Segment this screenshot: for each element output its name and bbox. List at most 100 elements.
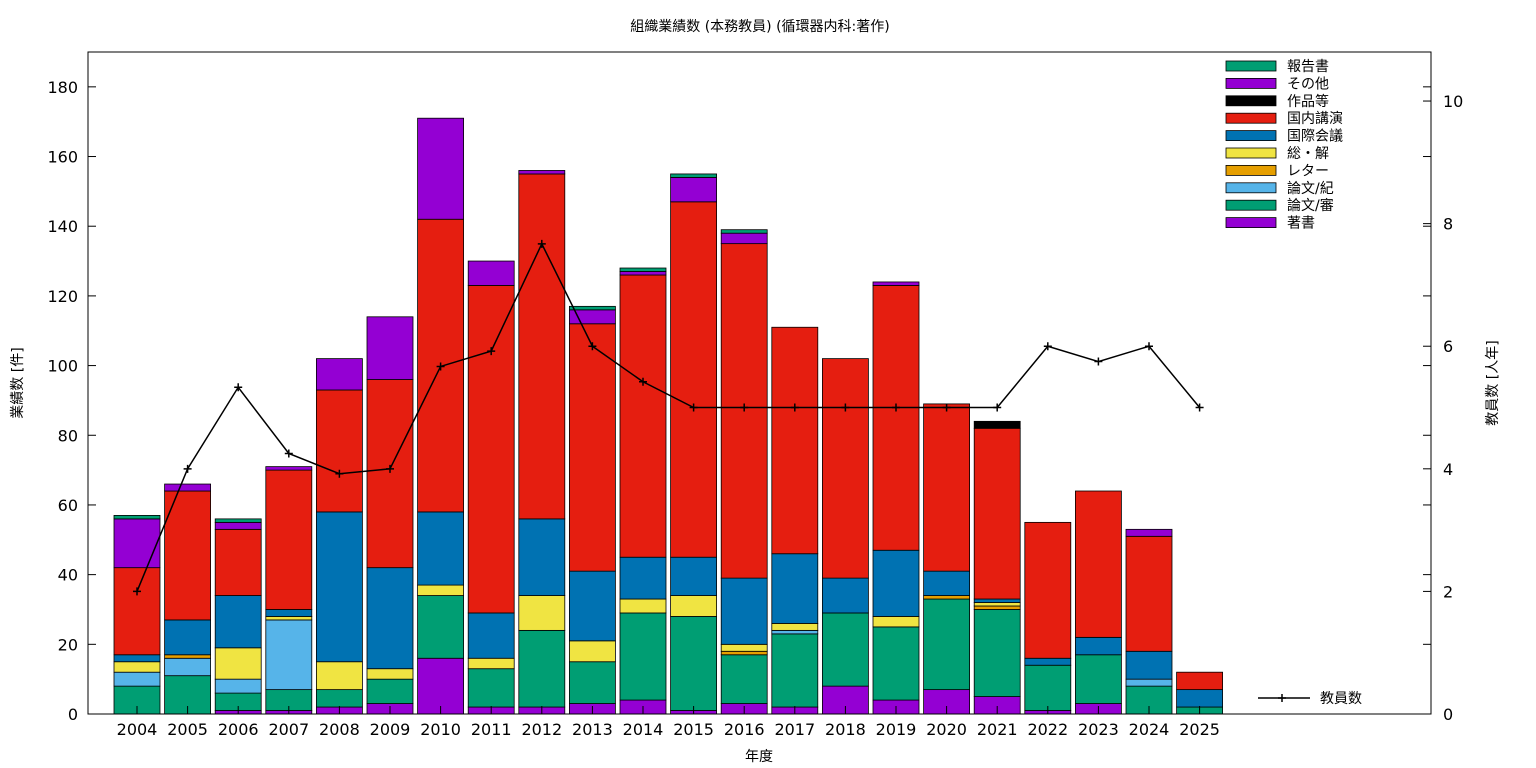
bar-segment-2007-s8 [265,466,313,471]
line-point-2013 [588,342,597,351]
bar-segment-2013-s5 [569,570,616,642]
bar-segment-2010-s8 [417,117,465,220]
y-tick-label-160: 160 [47,148,78,167]
bar-segment-2010-s4 [417,584,465,596]
y2-tick-label-10: 10 [1443,92,1463,111]
bar-segment-2021-s4 [973,602,1021,607]
bar-segment-2020-s1 [923,598,970,691]
bar-segment-2004-s9 [113,515,161,520]
bar-segment-2008-s1 [315,689,363,708]
x-tick-label-2020: 2020 [926,720,967,739]
y-tick-label-80: 80 [58,426,78,445]
bar-segment-2020-s3 [923,595,970,600]
line-point-2018 [841,403,850,412]
bar-segment-2014-s5 [619,556,667,600]
line-point-2008 [335,469,344,478]
bar-segment-2015-s1 [670,616,717,711]
plot-marks [113,117,1223,715]
bar-segment-2015-s4 [670,595,717,617]
bar-segment-2011-s4 [467,657,515,670]
bar-segment-2017-s4 [771,623,819,631]
bar-segment-2014-s8 [619,271,667,276]
y2-axis-label: 教員数 [人年] [1485,340,1501,425]
legend-swatch-0 [1225,60,1277,72]
bar-segment-2019-s5 [872,549,920,617]
x-tick-label-2012: 2012 [521,720,562,739]
legend-swatch-5 [1225,147,1277,159]
legend-label-9: 著書 [1287,216,1315,232]
bar-segment-2015-s9 [670,173,717,178]
legend-swatch-7 [1225,182,1277,194]
y-tick-label-20: 20 [58,635,78,654]
y-tick-label-60: 60 [58,496,78,515]
bar-segment-2017-s5 [771,553,819,624]
bar-segment-2014-s9 [619,267,667,272]
bar-segment-2014-s6 [619,274,667,558]
line-point-2025 [1195,403,1204,412]
bar-segment-2023-s1 [1075,654,1122,704]
bar-segment-2021-s1 [973,609,1021,697]
bar-segment-2014-s1 [619,612,667,701]
y-tick-label-140: 140 [47,217,78,236]
bar-segment-2016-s1 [720,654,768,704]
bar-segment-2013-s4 [569,640,616,663]
bar-segment-2010-s5 [417,511,465,586]
legend-swatch-8 [1225,199,1277,211]
bar-segment-2009-s8 [366,316,414,380]
y2-tick-label-6: 6 [1443,337,1453,356]
bar-segment-2007-s5 [265,609,313,617]
bar-segment-2015-s6 [670,201,717,558]
x-tick-label-2018: 2018 [825,720,866,739]
x-tick-label-2010: 2010 [420,720,461,739]
x-tick-label-2009: 2009 [370,720,411,739]
bar-segment-2013-s9 [569,305,616,311]
bar-segment-2013-s8 [569,309,616,325]
legend-swatch-6 [1225,164,1277,176]
line-legend-marker [1278,694,1286,702]
line-point-2010 [436,362,445,371]
legend-label-8: 論文/審 [1287,198,1334,214]
legend-label-2: 作品等 [1287,93,1329,110]
bar-segment-2006-s2 [214,678,262,694]
bar-segment-2024-s5 [1125,650,1173,680]
legend-swatch-9 [1225,217,1277,229]
bar-segment-2021-s7 [973,420,1021,429]
line-legend-label: 教員数 [1320,691,1362,707]
bar-segment-2005-s6 [164,490,212,621]
bar-segment-2007-s4 [265,616,313,621]
bar-segment-2006-s9 [214,518,262,523]
y-tick-label-0: 0 [68,705,78,724]
bar-segment-2025-s6 [1176,671,1223,691]
x-tick-label-2006: 2006 [218,720,259,739]
line-point-2017 [790,403,799,412]
bar-segment-2017-s1 [771,633,819,708]
y-axis: 0 20 40 60 80 100 120 140 160 180 [47,78,1431,724]
bar-segment-2006-s8 [214,521,262,530]
y-axis-label: 業績数 [件] [10,347,26,418]
line-point-2009 [386,464,394,473]
bar-segment-2016-s8 [720,232,768,245]
bar-segment-2011-s5 [467,612,515,659]
x-tick-label-2005: 2005 [167,720,208,739]
bar-segment-2020-s6 [923,403,970,572]
line-legend: 教員数 [1258,691,1362,707]
line-point-2004 [133,587,141,596]
bar-segment-2017-s6 [771,326,819,555]
bar-segment-2008-s8 [315,358,363,391]
bar-segment-2022-s1 [1024,664,1072,711]
line-point-2006 [234,383,243,392]
legend-label-3: 国内講演 [1287,111,1343,127]
bar-segment-2008-s6 [315,389,363,513]
plot-frame [87,51,1432,715]
y2-tick-label-8: 8 [1443,215,1453,234]
line-point-2011 [487,347,496,356]
bar-segment-2007-s2 [265,619,313,691]
bar-segment-2012-s8 [518,170,566,175]
y-tick-label-100: 100 [47,357,78,376]
bar-segment-2012-s4 [518,595,566,631]
bar-segment-2023-s5 [1075,636,1122,656]
legend-label-4: 国際会議 [1287,128,1343,145]
bar-segment-2009-s6 [366,379,414,569]
legend-label-5: 総・解 [1287,146,1329,162]
